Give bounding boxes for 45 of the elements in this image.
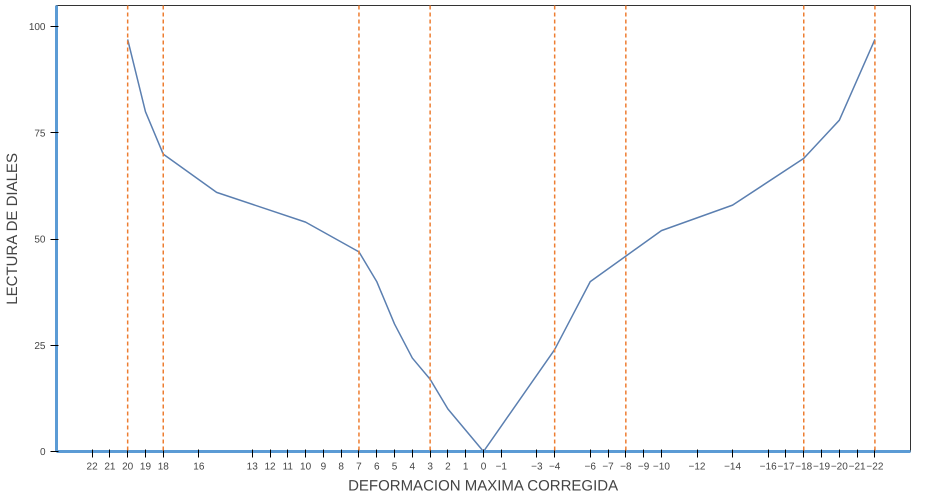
x-tick-label: −21 bbox=[848, 462, 866, 472]
line-series bbox=[126, 38, 876, 452]
x-tick-label: 0 bbox=[480, 462, 487, 472]
x-tick-label: 19 bbox=[140, 462, 152, 472]
y-tick-label: 100 bbox=[28, 22, 46, 34]
y-axis-title: LECTURA DE DIALES bbox=[4, 153, 21, 305]
x-tick-label: −9 bbox=[638, 462, 650, 472]
x-tick-label: −6 bbox=[584, 462, 596, 472]
x-tick-label: −1 bbox=[496, 462, 508, 472]
x-tick-label: −20 bbox=[830, 462, 848, 472]
y-tick-label: 50 bbox=[34, 234, 46, 246]
x-tick-label: −4 bbox=[548, 462, 561, 472]
x-tick-label: 7 bbox=[356, 462, 362, 472]
x-tick-label: 20 bbox=[122, 462, 134, 472]
x-tick-label: 22 bbox=[86, 462, 98, 472]
y-tick-label: 75 bbox=[34, 128, 46, 140]
x-tick-label: 10 bbox=[300, 462, 312, 472]
x-tick-label: −12 bbox=[688, 462, 706, 472]
x-tick-label: −7 bbox=[602, 462, 614, 472]
x-tick-label: 16 bbox=[193, 462, 205, 472]
x-tick-label: 6 bbox=[374, 462, 380, 472]
x-tick-label: 13 bbox=[246, 462, 258, 472]
x-tick-label: −14 bbox=[724, 462, 742, 472]
y-tick-label: 25 bbox=[34, 340, 46, 352]
x-tick-label: −3 bbox=[531, 462, 544, 472]
x-tick-label: 5 bbox=[392, 462, 398, 472]
x-tick-label: −22 bbox=[866, 462, 884, 472]
x-tick-label: −17 bbox=[777, 462, 795, 472]
x-tick-label: −19 bbox=[813, 462, 830, 472]
x-tick-label: 21 bbox=[104, 462, 116, 472]
x-tick-label: 11 bbox=[282, 462, 294, 472]
x-tick-label: 8 bbox=[338, 462, 344, 472]
x-tick-label: −10 bbox=[652, 462, 670, 472]
x-axis-title: DEFORMACION MAXIMA CORREGIDA bbox=[348, 478, 618, 494]
x-tick-label: 12 bbox=[264, 462, 276, 472]
x-tick-label: 1 bbox=[462, 462, 469, 472]
x-tick-label: 2 bbox=[445, 462, 452, 472]
x-tick-label: −8 bbox=[620, 462, 632, 472]
x-tick-label: −16 bbox=[760, 462, 778, 472]
x-tick-label: −18 bbox=[795, 462, 813, 472]
y-tick-label: 0 bbox=[40, 447, 46, 458]
x-tick-label: 3 bbox=[427, 462, 434, 472]
x-tick-label: 18 bbox=[158, 462, 170, 472]
x-tick-label: 4 bbox=[410, 462, 416, 472]
x-tick-label: 9 bbox=[320, 462, 327, 472]
